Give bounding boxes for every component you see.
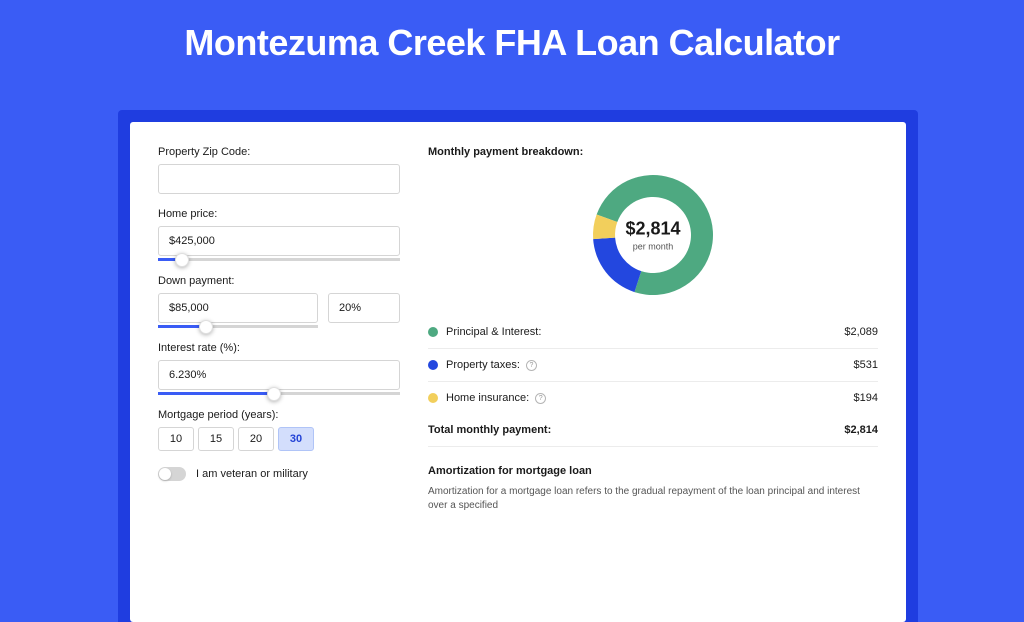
breakdown-row: Property taxes:?$531: [428, 349, 878, 382]
period-btn-15[interactable]: 15: [198, 427, 234, 451]
form-column: Property Zip Code: Home price: Down paym…: [158, 146, 400, 598]
veteran-label: I am veteran or military: [196, 468, 308, 480]
breakdown-label: Principal & Interest:: [446, 326, 844, 338]
home-price-field-group: Home price:: [158, 208, 400, 261]
down-payment-slider[interactable]: [158, 325, 318, 328]
amortization-title: Amortization for mortgage loan: [428, 465, 878, 477]
breakdown-title: Monthly payment breakdown:: [428, 146, 878, 158]
total-label: Total monthly payment:: [428, 424, 844, 436]
zip-field-group: Property Zip Code:: [158, 146, 400, 194]
breakdown-total-row: Total monthly payment: $2,814: [428, 414, 878, 447]
legend-dot: [428, 327, 438, 337]
breakdown-value: $531: [854, 359, 878, 371]
breakdown-row: Principal & Interest:$2,089: [428, 316, 878, 349]
breakdown-row: Home insurance:?$194: [428, 382, 878, 414]
amortization-section: Amortization for mortgage loan Amortizat…: [428, 465, 878, 513]
home-price-label: Home price:: [158, 208, 400, 220]
down-payment-field-group: Down payment: 20%: [158, 275, 400, 328]
zip-input[interactable]: [158, 164, 400, 194]
period-btn-20[interactable]: 20: [238, 427, 274, 451]
down-payment-pct[interactable]: 20%: [328, 293, 400, 323]
donut-amount: $2,814: [625, 219, 680, 240]
veteran-toggle-row: I am veteran or military: [158, 467, 400, 481]
down-payment-label: Down payment:: [158, 275, 400, 287]
donut-center: $2,814 per month: [625, 219, 680, 252]
period-buttons: 10152030: [158, 427, 400, 451]
period-btn-30[interactable]: 30: [278, 427, 314, 451]
breakdown-label: Property taxes:?: [446, 359, 854, 371]
interest-rate-label: Interest rate (%):: [158, 342, 400, 354]
total-value: $2,814: [844, 424, 878, 436]
mortgage-period-field-group: Mortgage period (years): 10152030: [158, 409, 400, 451]
zip-label: Property Zip Code:: [158, 146, 400, 158]
home-price-input[interactable]: [158, 226, 400, 256]
amortization-text: Amortization for a mortgage loan refers …: [428, 485, 878, 513]
donut-chart: $2,814 per month: [588, 170, 718, 300]
legend-dot: [428, 360, 438, 370]
interest-rate-slider[interactable]: [158, 392, 400, 395]
veteran-toggle[interactable]: [158, 467, 186, 481]
calculator-card: Property Zip Code: Home price: Down paym…: [130, 122, 906, 622]
calculator-card-wrapper: Property Zip Code: Home price: Down paym…: [118, 110, 918, 622]
donut-sub: per month: [625, 242, 680, 252]
breakdown-label: Home insurance:?: [446, 392, 854, 404]
info-icon[interactable]: ?: [526, 360, 537, 371]
legend-dot: [428, 393, 438, 403]
page-title: Montezuma Creek FHA Loan Calculator: [0, 0, 1024, 82]
down-payment-slider-thumb[interactable]: [199, 320, 213, 334]
down-payment-input[interactable]: [158, 293, 318, 323]
home-price-slider[interactable]: [158, 258, 400, 261]
home-price-slider-thumb[interactable]: [175, 253, 189, 267]
period-btn-10[interactable]: 10: [158, 427, 194, 451]
info-icon[interactable]: ?: [535, 393, 546, 404]
breakdown-value: $2,089: [844, 326, 878, 338]
toggle-knob: [159, 468, 171, 480]
results-column: Monthly payment breakdown: $2,814 per mo…: [428, 146, 878, 598]
breakdown-value: $194: [854, 392, 878, 404]
breakdown-list: Principal & Interest:$2,089Property taxe…: [428, 316, 878, 414]
mortgage-period-label: Mortgage period (years):: [158, 409, 400, 421]
interest-rate-field-group: Interest rate (%):: [158, 342, 400, 395]
interest-rate-slider-thumb[interactable]: [267, 387, 281, 401]
interest-rate-input[interactable]: [158, 360, 400, 390]
